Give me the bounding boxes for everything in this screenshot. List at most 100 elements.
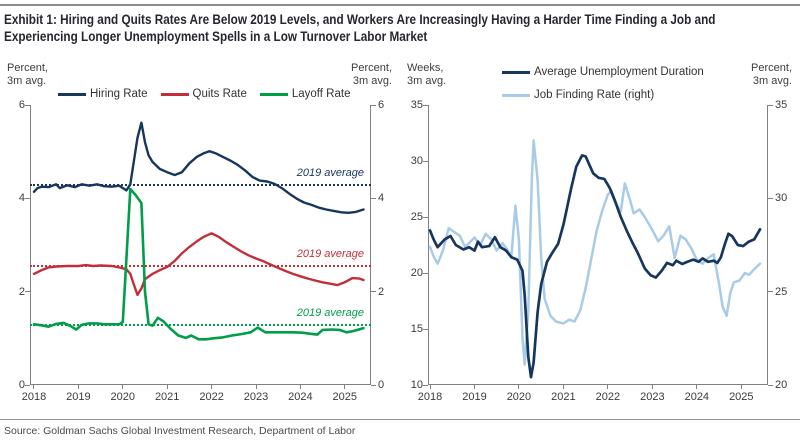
chart-hiring-quits-layoff: Percent, 3m avg. Percent, 3m avg. Hiring… — [0, 60, 400, 420]
x-tick-label: 2025 — [729, 391, 754, 403]
left-chart-legend: Hiring Rate Quits Rate Layoff Rate — [58, 88, 350, 100]
source-note: Source: Goldman Sachs Global Investment … — [4, 425, 356, 437]
y-axis-left-line — [428, 105, 429, 385]
right-y-tick — [371, 197, 376, 199]
right-y-tick-label: 20 — [775, 379, 788, 391]
hiring-rate-label: Hiring Rate — [90, 88, 148, 100]
right-y-tick — [371, 104, 376, 106]
layoff-rate-swatch — [259, 92, 288, 96]
x-tick — [696, 385, 698, 389]
x-tick-label: 2022 — [199, 391, 224, 403]
x-tick-label: 2023 — [243, 391, 269, 403]
x-tick — [518, 385, 520, 389]
left-chart-plot-area: 6 4 2 0 6 4 2 0 2018 2019 2020 2021 2022 2023 2024 2025… — [19, 99, 384, 403]
right-y-tick-label: 30 — [775, 192, 788, 205]
layoff-rate-label: Layoff Rate — [291, 88, 351, 100]
right-chart-right-axis-unit: Percent, 3m avg. — [751, 62, 792, 87]
x-tick — [473, 385, 475, 389]
left-y-tick — [25, 104, 30, 106]
quits-rate-swatch — [160, 92, 189, 96]
left-y-tick — [423, 384, 428, 386]
right-y-tick-label: 6 — [378, 99, 385, 111]
left-y-tick-label: 2 — [18, 285, 25, 298]
x-tick-label: 2020 — [110, 391, 136, 403]
layoff-rate-line — [32, 187, 365, 341]
x-tick-label: 2018 — [21, 391, 47, 403]
legend-item-quits-rate: Quits Rate — [160, 88, 247, 100]
x-tick — [77, 385, 79, 389]
x-tick-label: 2023 — [640, 391, 665, 403]
left-y-tick-label: 10 — [410, 379, 423, 391]
series-canvas — [32, 121, 365, 341]
left-y-tick-label: 25 — [410, 211, 423, 223]
x-tick — [651, 385, 653, 389]
x-tick — [255, 385, 257, 389]
x-tick-label: 2022 — [595, 391, 621, 403]
left-y-tick — [423, 104, 428, 106]
x-tick-label: 2021 — [551, 391, 576, 403]
left-chart-right-axis-unit: Percent, 3m avg. — [351, 62, 392, 87]
hiring-rate-swatch — [58, 92, 86, 96]
right-chart-left-axis-unit: Weeks, 3m avg. — [407, 62, 447, 87]
right-y-tick — [371, 384, 376, 386]
reference-line-annotation: 2019 average — [296, 306, 364, 319]
left-y-tick-label: 35 — [410, 99, 423, 111]
left-y-tick-label: 4 — [18, 192, 25, 205]
y-axis-right-line — [370, 105, 371, 385]
x-tick-label: 2021 — [154, 391, 180, 403]
exhibit-title: Exhibit 1: Hiring and Quits Rates Are Be… — [4, 11, 800, 45]
reference-line-annotation: 2019 average — [296, 167, 364, 180]
left-y-tick-label: 30 — [410, 155, 423, 167]
x-tick-label: 2018 — [417, 391, 443, 403]
left-y-tick — [423, 160, 428, 162]
exhibit-title-line-2: Experiencing Longer Unemployment Spells … — [4, 29, 428, 44]
x-tick — [562, 385, 564, 389]
footer-divider — [0, 419, 800, 420]
left-y-tick — [25, 291, 30, 293]
left-y-tick — [423, 272, 428, 274]
right-y-tick-label: 2 — [378, 285, 385, 298]
hiring-rate-line — [32, 121, 365, 215]
x-tick-label: 2019 — [462, 391, 487, 403]
x-tick — [429, 385, 431, 389]
right-y-tick-label: 25 — [775, 285, 788, 298]
left-y-tick-label: 0 — [18, 379, 25, 391]
reference-line-2019-average — [30, 265, 371, 268]
x-tick — [344, 385, 346, 389]
right-y-tick-label: 4 — [378, 192, 385, 205]
x-axis-line — [428, 384, 768, 385]
y-axis-right-line — [767, 105, 768, 385]
x-axis-line — [30, 384, 371, 385]
left-y-tick — [25, 384, 30, 386]
x-tick-label: 2024 — [684, 391, 710, 403]
x-tick — [607, 385, 609, 389]
legend-item-job-finding-rate: Job Finding Rate (right) — [502, 89, 654, 101]
right-y-tick — [768, 384, 773, 386]
legend-item-layoff-rate: Layoff Rate — [259, 88, 351, 100]
legend-item-hiring-rate: Hiring Rate — [58, 88, 148, 100]
average-unemployment-duration-line — [428, 154, 762, 379]
left-chart-left-axis-unit: Percent, 3m avg. — [7, 62, 48, 87]
x-tick-label: 2019 — [66, 391, 91, 403]
quits-rate-line — [32, 232, 365, 297]
reference-line-2019-average — [30, 184, 371, 187]
right-y-tick-label: 0 — [378, 379, 385, 391]
left-y-tick-label: 6 — [18, 99, 25, 111]
right-y-tick — [768, 291, 773, 293]
series-canvas — [428, 139, 762, 379]
y-axis-left-line — [30, 105, 31, 385]
right-y-tick-label: 35 — [775, 99, 788, 111]
right-chart-legend: Average Unemployment Duration Job Findin… — [502, 66, 704, 101]
x-tick — [740, 385, 742, 389]
unemployment-duration-label: Average Unemployment Duration — [534, 66, 704, 78]
x-tick — [33, 385, 35, 389]
x-tick-label: 2020 — [506, 391, 532, 403]
x-tick — [166, 385, 168, 389]
right-y-tick — [371, 291, 376, 293]
quits-rate-label: Quits Rate — [192, 88, 247, 100]
chart-unemployment-duration-job-finding: Weeks, 3m avg. Percent, 3m avg. Average … — [400, 60, 800, 420]
exhibit-title-line-1: Exhibit 1: Hiring and Quits Rates Are Be… — [4, 12, 716, 27]
reference-line-2019-average — [30, 323, 371, 326]
left-y-tick-label: 20 — [410, 267, 423, 279]
